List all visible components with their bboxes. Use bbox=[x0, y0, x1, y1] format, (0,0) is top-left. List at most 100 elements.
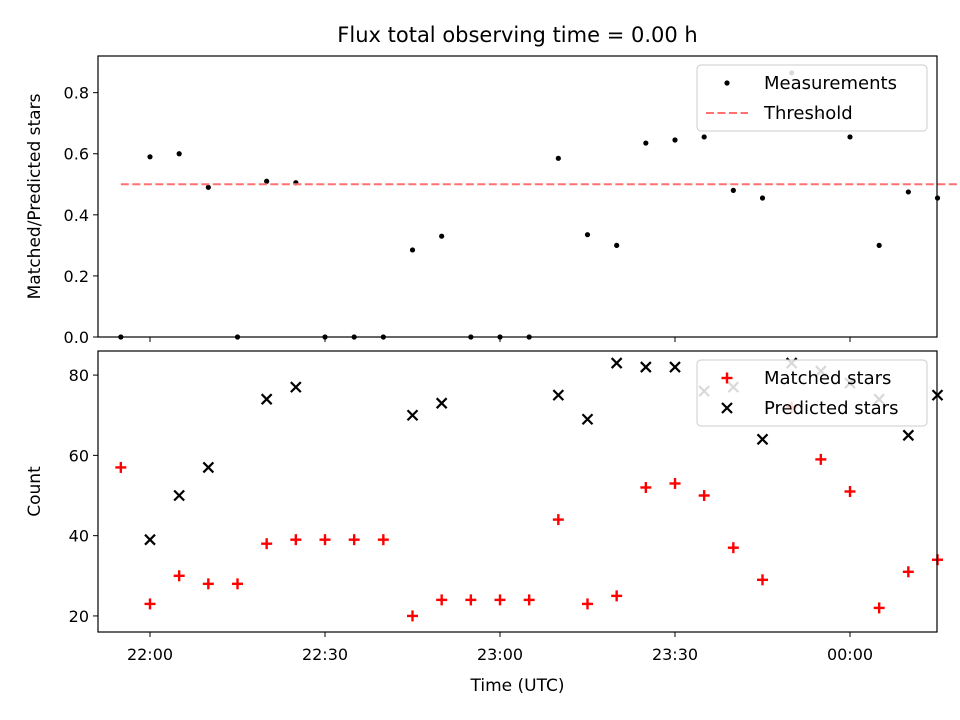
measurement-point bbox=[439, 233, 445, 239]
matched-star-point bbox=[494, 594, 506, 606]
predicted-star-point-b bbox=[173, 489, 185, 502]
predicted-star-point-b bbox=[640, 361, 652, 373]
plot-frame bbox=[97, 350, 938, 633]
x-tick-label: 22:30 bbox=[302, 645, 348, 664]
predicted-star-point bbox=[669, 361, 681, 373]
matched-star-point bbox=[611, 590, 623, 602]
matched-star-point bbox=[348, 534, 360, 546]
predicted-star-point-b bbox=[669, 361, 681, 373]
y-tick-label: 40 bbox=[69, 527, 89, 546]
matched-star-point bbox=[640, 481, 652, 493]
matched-star-point bbox=[669, 477, 681, 489]
matched-star-point bbox=[173, 570, 185, 582]
measurement-point bbox=[905, 189, 911, 195]
x-tick-label: 23:30 bbox=[652, 645, 698, 664]
measurement-point bbox=[614, 242, 620, 248]
x-tick-label: 23:00 bbox=[477, 645, 523, 664]
legend-label: Measurements bbox=[764, 73, 897, 94]
legend-box bbox=[696, 64, 928, 132]
measurement-point bbox=[555, 155, 561, 161]
legend-swatch-b bbox=[721, 402, 733, 414]
matched-star-point bbox=[436, 594, 448, 606]
matched-star-point bbox=[698, 490, 710, 502]
measurement-point bbox=[643, 140, 649, 146]
measurement-point bbox=[730, 187, 736, 193]
matched-star-point bbox=[844, 486, 856, 497]
y-tick-label: 80 bbox=[69, 366, 89, 385]
x-tick-label: 22:00 bbox=[127, 645, 173, 664]
predicted-star-point-b bbox=[610, 357, 623, 369]
predicted-star-point bbox=[144, 533, 156, 546]
matched-star-point bbox=[202, 578, 214, 590]
predicted-star-point-b bbox=[290, 381, 302, 393]
measurement-point bbox=[147, 154, 153, 160]
predicted-star-point bbox=[406, 409, 419, 422]
measurement-point bbox=[176, 151, 182, 157]
measurement-point bbox=[264, 178, 270, 184]
matched-star-point bbox=[582, 598, 593, 610]
predicted-star-point bbox=[610, 357, 623, 369]
predicted-star-point bbox=[202, 461, 215, 474]
y-tick-label: 0.4 bbox=[64, 206, 89, 225]
measurement-point bbox=[672, 137, 678, 143]
matched-star-point bbox=[465, 594, 477, 606]
y-tick-label: 60 bbox=[69, 446, 89, 465]
y-tick-label: 0.6 bbox=[64, 145, 89, 164]
predicted-star-point-b bbox=[581, 413, 594, 426]
predicted-star-point-b bbox=[756, 433, 769, 446]
measurement-point bbox=[205, 184, 211, 190]
y-tick-label: 0.2 bbox=[64, 267, 89, 286]
plot-frame bbox=[97, 55, 938, 338]
predicted-star-point bbox=[552, 389, 565, 401]
predicted-star-point bbox=[902, 429, 915, 442]
legend-label: Threshold bbox=[763, 103, 853, 124]
legend-swatch bbox=[724, 80, 730, 86]
matched-star-point bbox=[873, 602, 885, 614]
legend-swatch bbox=[721, 402, 733, 414]
predicted-star-point-b bbox=[902, 429, 915, 442]
predicted-star-point bbox=[260, 393, 273, 405]
y-tick-label: 0.8 bbox=[64, 84, 89, 103]
measurement-point bbox=[759, 195, 766, 201]
legend-label: Matched stars bbox=[764, 368, 891, 389]
measurement-point bbox=[701, 134, 707, 140]
predicted-star-point-b bbox=[202, 461, 215, 474]
predicted-star-point bbox=[435, 397, 448, 409]
legend-label: Predicted stars bbox=[764, 398, 898, 419]
matched-star-point bbox=[144, 598, 156, 610]
measurement-point bbox=[409, 247, 416, 253]
y-axis-label: Count bbox=[25, 466, 45, 517]
matched-star-point bbox=[232, 578, 243, 590]
matched-star-point bbox=[290, 534, 302, 546]
predicted-star-point bbox=[173, 489, 185, 502]
matched-star-point bbox=[902, 566, 914, 578]
matched-star-point bbox=[261, 538, 273, 550]
predicted-star-point bbox=[756, 433, 769, 446]
matched-star-point bbox=[815, 453, 827, 465]
predicted-star-point-b bbox=[435, 397, 448, 409]
matched-star-point bbox=[523, 594, 535, 606]
predicted-star-point bbox=[290, 381, 302, 393]
matched-star-point bbox=[407, 610, 418, 622]
matched-star-point bbox=[552, 514, 564, 526]
predicted-star-point-b bbox=[260, 393, 273, 405]
y-axis-label: Matched/Predicted stars bbox=[25, 93, 45, 299]
predicted-star-point-b bbox=[552, 389, 565, 401]
matched-star-point bbox=[757, 574, 768, 586]
legend-swatch bbox=[721, 372, 733, 384]
predicted-star-point-b bbox=[144, 533, 156, 546]
measurement-point bbox=[876, 242, 882, 248]
x-axis-label: Time (UTC) bbox=[470, 676, 565, 696]
predicted-star-point bbox=[640, 361, 652, 373]
predicted-star-point-b bbox=[406, 409, 419, 422]
measurement-point bbox=[847, 134, 853, 140]
y-tick-label: 0.0 bbox=[64, 328, 89, 347]
x-tick-label: 00:00 bbox=[827, 645, 873, 664]
chart-title: Flux total observing time = 0.00 h bbox=[337, 23, 697, 47]
predicted-star-point bbox=[581, 413, 594, 426]
matched-star-point bbox=[377, 534, 389, 546]
matched-star-point bbox=[727, 542, 739, 554]
measurement-point bbox=[584, 232, 591, 238]
legend-box bbox=[696, 359, 928, 427]
